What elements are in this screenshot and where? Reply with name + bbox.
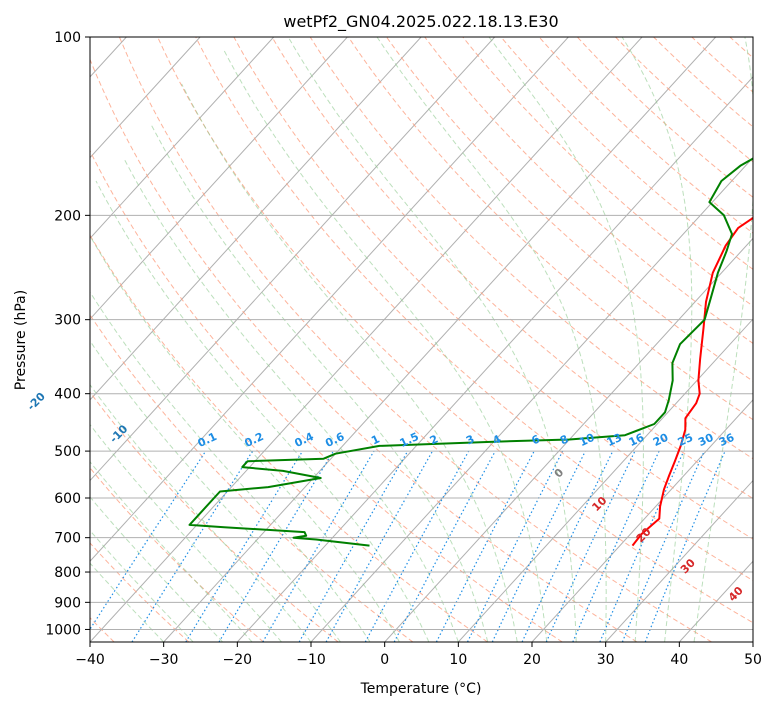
- dry-adiabat-line: [462, 37, 753, 307]
- x-axis-title: Temperature (°C): [360, 681, 482, 697]
- y-tick-label: 500: [54, 444, 81, 460]
- pressure-gridlines: [90, 37, 753, 630]
- moist-adiabat-line: [90, 234, 400, 642]
- x-tick-label: −20: [223, 652, 253, 668]
- x-tick-label: 0: [380, 652, 389, 668]
- dry-adiabat-line: [386, 37, 753, 382]
- moist-adiabat-line: [376, 37, 607, 642]
- moist-adiabat-line: [90, 496, 223, 642]
- mixing-ratio-line: [521, 450, 614, 642]
- profile-series: [188, 157, 753, 547]
- dry-adiabat-line: [576, 37, 753, 198]
- background-reference-lines: [90, 37, 753, 642]
- isotherm-line: [90, 37, 422, 401]
- y-tick-label: 100: [54, 30, 81, 46]
- mixing-ratio-line: [364, 450, 470, 642]
- dry-adiabat-line: [309, 37, 753, 460]
- isotherm-line: [90, 37, 496, 482]
- x-tick-label: −30: [149, 652, 179, 668]
- mixing-ratio-label: 20: [651, 431, 671, 449]
- mixing-ratio-line: [325, 450, 434, 642]
- moist-adiabat-line: [693, 37, 753, 642]
- moist-adiabat-line: [90, 562, 165, 642]
- mixing-ratio-line: [644, 450, 726, 642]
- reference-line-labels: -100-90-80-70-60-50-40-30-20-100.10.20.4…: [25, 390, 746, 604]
- x-tick-label: 30: [597, 652, 615, 668]
- dry-adiabat-line: [538, 37, 753, 234]
- y-axis-title: Pressure (hPa): [13, 290, 29, 390]
- y-tick-label: 200: [54, 208, 81, 224]
- x-axis: −40 −30 −20 −10 0 10 20 30 40 50: [75, 642, 762, 668]
- x-tick-label: −40: [75, 652, 105, 668]
- moist-adiabat-line: [488, 37, 644, 642]
- moist-adiabat-line: [150, 123, 489, 642]
- y-axis: 100 200 300 400 500 600 700 800 900 1000: [45, 30, 90, 638]
- isotherm-line: [90, 37, 569, 562]
- mixing-ratio-label: 16: [627, 431, 647, 449]
- temperature-profile-line: [631, 216, 753, 547]
- isotherm-line: [531, 399, 753, 642]
- isotherm-line: [90, 37, 348, 320]
- y-tick-label: 800: [54, 565, 81, 581]
- moist-adiabat-line: [95, 180, 430, 642]
- mixing-ratio-label: 10: [577, 431, 597, 449]
- dry-adiabat-line: [615, 37, 753, 163]
- mixing-ratio-label: 13: [605, 431, 624, 449]
- moist-adiabat-line: [287, 37, 577, 642]
- y-tick-label: 700: [54, 531, 81, 547]
- mixing-ratio-label: 30: [696, 431, 716, 449]
- mixing-ratio-line: [545, 450, 636, 642]
- isotherm-line: [90, 37, 643, 642]
- mixing-ratio-line: [621, 450, 705, 642]
- y-tick-label: 400: [54, 387, 81, 403]
- isotherm-line: [384, 237, 753, 642]
- y-tick-label: 600: [54, 491, 81, 507]
- mixing-ratio-line: [491, 450, 586, 642]
- isotherm-line: [605, 479, 753, 642]
- moist-adiabat-line: [223, 49, 548, 642]
- plot-frame: [89, 36, 754, 643]
- isotherm-line: [457, 318, 753, 642]
- dry-adiabat-line: [90, 58, 638, 642]
- dry-adiabat-line: [90, 467, 264, 642]
- chart-title: wetPf2_GN04.2025.022.18.13.E30: [283, 12, 558, 32]
- y-tick-label: 1000: [45, 622, 81, 638]
- y-tick-label: 900: [54, 595, 81, 611]
- dry-adiabat-line: [90, 149, 563, 642]
- dry-adiabat-line: [118, 37, 712, 642]
- y-tick-label: 300: [54, 313, 81, 329]
- mixing-ratio-line: [572, 450, 660, 642]
- mixing-ratio-line: [218, 450, 334, 642]
- mixing-ratio-line: [131, 450, 254, 642]
- x-tick-label: −10: [296, 652, 326, 668]
- moist-adiabat-line: [621, 37, 693, 642]
- moist-adiabat-line: [181, 83, 518, 642]
- mixing-ratio-label: 25: [676, 431, 695, 449]
- x-tick-label: 50: [744, 652, 762, 668]
- dry-adiabat-line: [90, 391, 339, 642]
- isotherm-line: [90, 37, 275, 240]
- dry-adiabat-line: [157, 37, 753, 624]
- x-tick-label: 10: [449, 652, 467, 668]
- dry-adiabat-line: [195, 37, 753, 582]
- dewpoint-profile-line: [188, 157, 753, 547]
- mixing-ratio-line: [262, 450, 375, 642]
- x-tick-label: 20: [523, 652, 541, 668]
- mixing-ratio-line: [298, 450, 409, 642]
- dry-adiabat-line: [233, 37, 753, 540]
- x-tick-label: 40: [670, 652, 688, 668]
- mixing-ratio-label: 36: [717, 431, 737, 449]
- moist-adiabat-line: [90, 340, 341, 642]
- moist-adiabat-line: [90, 529, 194, 642]
- dry-adiabat-line: [347, 37, 753, 421]
- moist-adiabat-line: [90, 291, 371, 642]
- isotherm-line: [90, 37, 201, 159]
- dry-adiabat-line: [90, 314, 414, 642]
- mixing-ratio-line: [185, 450, 304, 642]
- moist-adiabat-line: [90, 423, 282, 642]
- isotherm-line: [163, 37, 717, 642]
